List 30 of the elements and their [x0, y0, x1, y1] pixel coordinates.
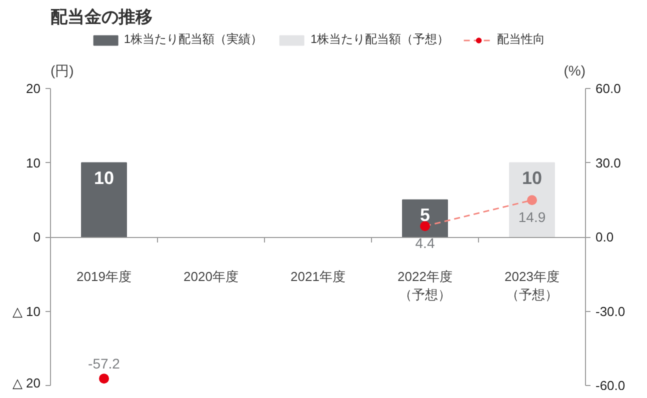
legend-label: 1株当たり配当額（実績）: [124, 31, 262, 48]
y2-tick-label: 0.0: [596, 230, 614, 244]
y-tick-label: 10: [26, 155, 41, 170]
y-tick-label: △ 10: [12, 304, 41, 319]
chart-title: 配当金の推移: [50, 8, 152, 26]
data-label: 5: [420, 204, 430, 225]
y2-axis-title: (%): [564, 62, 586, 78]
data-label: 14.9: [518, 209, 546, 226]
data-label: -57.2: [88, 356, 120, 372]
point: [527, 195, 537, 206]
y-axis-title: (円): [50, 62, 74, 78]
x-tick-label: 2019年度: [76, 269, 132, 284]
data-label: 10: [522, 168, 542, 188]
y-tick-label: 20: [26, 81, 41, 96]
x-tick-label: 2023年度（予想）: [504, 269, 560, 302]
point: [99, 374, 109, 384]
legend-label: 1株当たり配当額（予想）: [310, 31, 450, 48]
x-tick-label: 2021年度: [290, 269, 346, 284]
legend-label: 配当性向: [497, 31, 546, 48]
y2-tick-label: 60.0: [596, 81, 621, 96]
y2-tick-label: -60.0: [596, 378, 626, 393]
y-tick-label: △ 20: [12, 376, 41, 390]
y2-tick-label: -30.0: [596, 304, 626, 319]
y2-tick-label: 30.0: [596, 155, 621, 170]
x-tick-label: 2020年度: [184, 269, 238, 284]
y-tick-label: 0: [33, 230, 41, 244]
data-label: 10: [94, 168, 114, 188]
point: [420, 221, 430, 232]
data-label: 4.4: [415, 235, 435, 252]
x-tick-label: 2022年度（予想）: [398, 269, 452, 302]
